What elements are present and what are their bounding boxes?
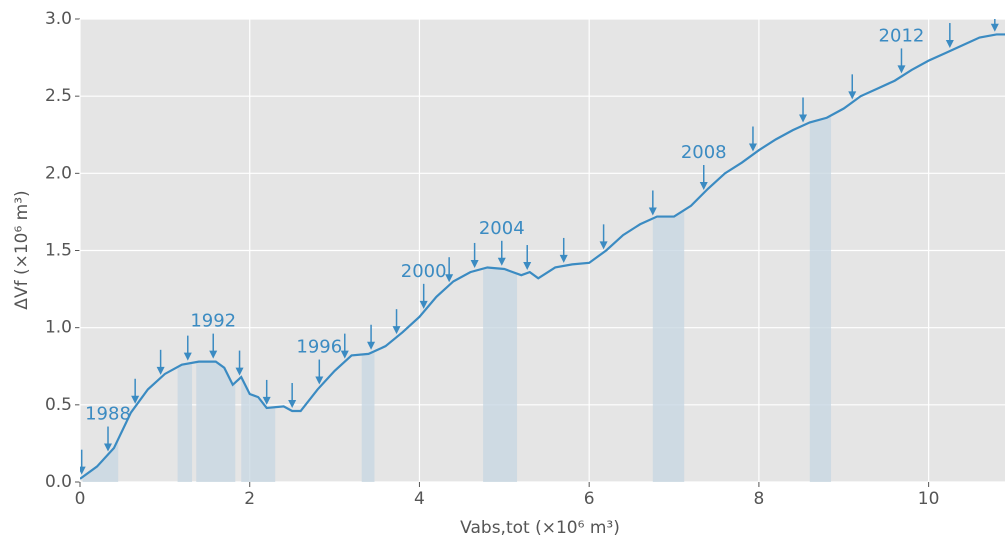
year-annotation: 2000 <box>401 261 447 282</box>
y-axis-label: ΔVf (×10⁶ m³) <box>12 190 32 309</box>
plot-layer <box>80 19 1005 482</box>
year-annotation: 1988 <box>85 404 131 425</box>
arrow-head <box>419 300 428 309</box>
shaded-span <box>483 267 518 482</box>
arrow-head <box>183 352 192 361</box>
arrow-marker <box>497 240 506 266</box>
year-annotation: 2012 <box>879 25 925 46</box>
arrow-marker <box>599 224 608 250</box>
arrow-head <box>990 23 999 32</box>
x-axis-label: Vabs,tot (×10⁶ m³) <box>460 518 620 538</box>
arrow-marker <box>392 309 401 335</box>
x-tick-label: 2 <box>244 489 255 509</box>
shaded-span <box>361 351 375 482</box>
shaded-span <box>809 115 832 482</box>
year-annotation: 2004 <box>479 218 525 239</box>
arrow-marker <box>131 378 140 404</box>
arrow-head <box>945 40 954 49</box>
x-tick-label: 10 <box>918 489 940 509</box>
arrow-marker <box>262 379 271 405</box>
arrow-marker <box>748 126 757 152</box>
arrow-marker <box>419 283 428 309</box>
arrow-marker <box>209 333 218 359</box>
shaded-span <box>241 377 276 482</box>
arrow-head <box>367 341 376 350</box>
arrow-marker <box>156 349 165 375</box>
arrow-marker <box>367 324 376 350</box>
arrow-head <box>523 262 532 271</box>
shaded-span <box>652 210 685 482</box>
arrow-marker <box>80 449 86 475</box>
arrow-head <box>288 400 297 409</box>
shaded-span <box>196 361 236 482</box>
arrow-marker <box>897 48 906 74</box>
arrow-head <box>497 257 506 266</box>
arrow-head <box>799 114 808 123</box>
year-annotation: 1996 <box>296 337 342 358</box>
arrow-head <box>156 366 165 375</box>
arrow-marker <box>699 165 708 191</box>
arrow-marker <box>559 237 568 263</box>
arrow-head <box>848 91 857 100</box>
x-tick-label: 8 <box>753 489 764 509</box>
arrow-head <box>392 326 401 335</box>
arrow-marker <box>315 359 324 385</box>
arrow-marker <box>470 242 479 268</box>
arrow-marker <box>445 257 454 283</box>
arrow-head <box>648 207 657 216</box>
arrow-marker <box>104 426 113 452</box>
arrow-marker <box>990 19 999 32</box>
arrow-head <box>209 350 218 359</box>
arrow-head <box>599 241 608 250</box>
arrow-marker <box>945 23 954 49</box>
y-tick-label: 0.0 <box>45 472 72 492</box>
year-annotation: 2008 <box>681 142 727 163</box>
arrow-marker <box>288 383 297 409</box>
arrow-head <box>131 395 140 404</box>
y-tick-label: 2.5 <box>45 86 72 106</box>
shaded-span <box>177 362 193 482</box>
arrow-marker <box>183 335 192 361</box>
arrow-marker <box>340 333 349 359</box>
arrow-head <box>897 65 906 74</box>
arrow-head <box>699 182 708 191</box>
arrow-marker <box>648 190 657 216</box>
arrow-head <box>262 396 271 405</box>
arrow-head <box>80 466 86 475</box>
arrow-head <box>104 443 113 452</box>
arrow-head <box>315 376 324 385</box>
y-tick-label: 2.0 <box>45 163 72 183</box>
y-tick-label: 0.5 <box>45 395 72 415</box>
arrow-head <box>559 254 568 263</box>
arrow-marker <box>848 74 857 100</box>
y-tick-label: 1.0 <box>45 318 72 338</box>
arrow-head <box>470 259 479 268</box>
arrow-marker <box>235 350 244 376</box>
arrow-head <box>445 274 454 283</box>
data-line <box>80 33 1005 480</box>
y-tick-label: 1.5 <box>45 241 72 261</box>
arrow-head <box>340 350 349 359</box>
year-annotation: 1992 <box>190 311 236 332</box>
arrow-marker <box>523 245 532 271</box>
y-tick-label: 3.0 <box>45 9 72 29</box>
arrow-marker <box>799 97 808 123</box>
arrow-head <box>235 367 244 376</box>
x-tick-label: 4 <box>414 489 425 509</box>
x-tick-label: 0 <box>75 489 86 509</box>
arrow-head <box>748 143 757 152</box>
x-tick-label: 6 <box>584 489 595 509</box>
